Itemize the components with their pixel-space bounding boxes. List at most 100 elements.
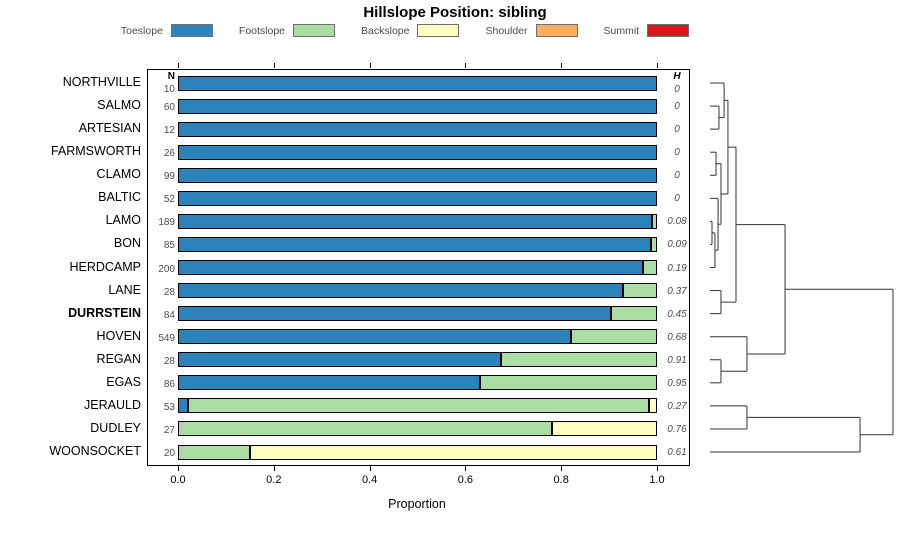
row-label: BON: [113, 236, 141, 251]
h-value: 0.76: [667, 423, 687, 435]
row-label: CLAMO: [96, 167, 141, 182]
x-tick: [273, 466, 275, 471]
h-value: 0: [674, 170, 680, 182]
bar-segment: [611, 306, 657, 322]
n-value: 10: [163, 84, 175, 95]
n-value: 99: [163, 171, 175, 183]
bar-segment: [648, 398, 657, 414]
legend-item: Toeslope: [121, 24, 213, 37]
x-tick: [465, 63, 467, 68]
h-value: 0.45: [667, 308, 687, 320]
n-value: 86: [163, 378, 175, 390]
row-label: FARMSWORTH: [50, 144, 141, 159]
bar-segment: [652, 213, 657, 229]
n-value: 27: [163, 424, 175, 436]
x-tick: [178, 466, 179, 471]
bar-segment: [623, 283, 657, 299]
row-label: EGAS: [106, 374, 141, 389]
plot-area-border: [147, 69, 690, 466]
x-tick: [273, 63, 275, 68]
h-value: 0.61: [667, 447, 687, 458]
legend-swatch: [170, 24, 213, 37]
bar-segment: [178, 213, 653, 229]
h-value: 0: [674, 147, 680, 159]
bar-segment: [178, 444, 250, 460]
x-tick-label: 0.0: [170, 474, 186, 486]
bar-segment: [178, 190, 657, 206]
bar-segment: [651, 236, 657, 252]
bar-segment: [178, 306, 612, 322]
bar-segment: [178, 167, 657, 183]
legend-swatch: [417, 24, 460, 37]
legend-item: Summit: [604, 24, 690, 37]
n-value: 26: [163, 148, 175, 160]
bar-segment: [551, 421, 657, 437]
row-label: JERAULD: [84, 397, 141, 412]
n-value: 549: [158, 332, 175, 344]
x-tick: [369, 63, 371, 68]
h-value: 0.91: [667, 354, 687, 366]
h-value: 0: [674, 193, 680, 205]
n-value: 12: [163, 125, 175, 137]
bar-segment: [479, 375, 657, 391]
legend-label: Footslope: [238, 24, 286, 37]
bar-segment: [570, 329, 657, 345]
h-value: 0.95: [667, 377, 687, 389]
n-value: 85: [163, 240, 175, 252]
x-tick: [561, 63, 563, 68]
row-label: NORTHVILLE: [62, 75, 141, 89]
row-label: LANE: [108, 282, 141, 297]
n-value: 60: [163, 102, 175, 114]
row-label: DURRSTEIN: [68, 305, 141, 320]
row-label: HERDCAMP: [69, 259, 141, 274]
chart-title: Hillslope Position: sibling: [363, 4, 547, 21]
legend-label: Toeslope: [120, 24, 163, 37]
row-label: REGAN: [96, 351, 141, 366]
n-value: 52: [163, 194, 175, 206]
bar-segment: [178, 283, 624, 299]
x-tick: [657, 466, 658, 471]
legend-swatch: [293, 24, 336, 37]
row-label: LAMO: [105, 213, 141, 228]
bar-segment: [178, 75, 657, 91]
row-label: HOVEN: [96, 328, 141, 343]
h-value: 0.27: [667, 400, 687, 412]
h-value: 0.37: [667, 285, 687, 297]
row-label: WOONSOCKET: [49, 444, 141, 458]
x-tick: [465, 466, 467, 471]
bar-segment: [178, 421, 552, 437]
legend-swatch: [535, 24, 578, 37]
n-value: 28: [163, 286, 175, 298]
bar-segment: [178, 329, 571, 345]
bar-segment: [178, 98, 657, 114]
x-tick: [369, 466, 371, 471]
x-tick: [178, 63, 179, 68]
x-axis-title: Proportion: [388, 497, 446, 511]
h-value: 0.19: [667, 262, 687, 274]
h-value: 0.08: [667, 216, 687, 228]
legend-item: Shoulder: [485, 24, 578, 37]
h-column-header: H: [673, 71, 681, 82]
bar-segment: [249, 444, 657, 460]
bar-segment: [187, 398, 649, 414]
n-value: 28: [163, 355, 175, 367]
legend: Toeslope Footslope Backslope Shoulder Summit: [55, 24, 755, 37]
n-value: 53: [163, 401, 175, 413]
x-tick: [561, 466, 563, 471]
x-tick-label: 0.2: [266, 474, 282, 486]
row-label: ARTESIAN: [78, 121, 141, 136]
legend-item: Footslope: [238, 24, 336, 37]
legend-label: Summit: [603, 24, 640, 37]
row-label: SALMO: [97, 98, 141, 113]
h-value: 0.68: [667, 331, 687, 343]
row-label: BALTIC: [98, 190, 141, 205]
bar-segment: [178, 375, 480, 391]
bar-segment: [178, 398, 188, 414]
x-tick-label: 1.0: [649, 474, 665, 486]
bar-segment: [178, 144, 657, 160]
legend-label: Backslope: [361, 24, 410, 37]
h-value: 0.09: [667, 239, 687, 251]
x-tick-label: 0.4: [361, 474, 378, 486]
